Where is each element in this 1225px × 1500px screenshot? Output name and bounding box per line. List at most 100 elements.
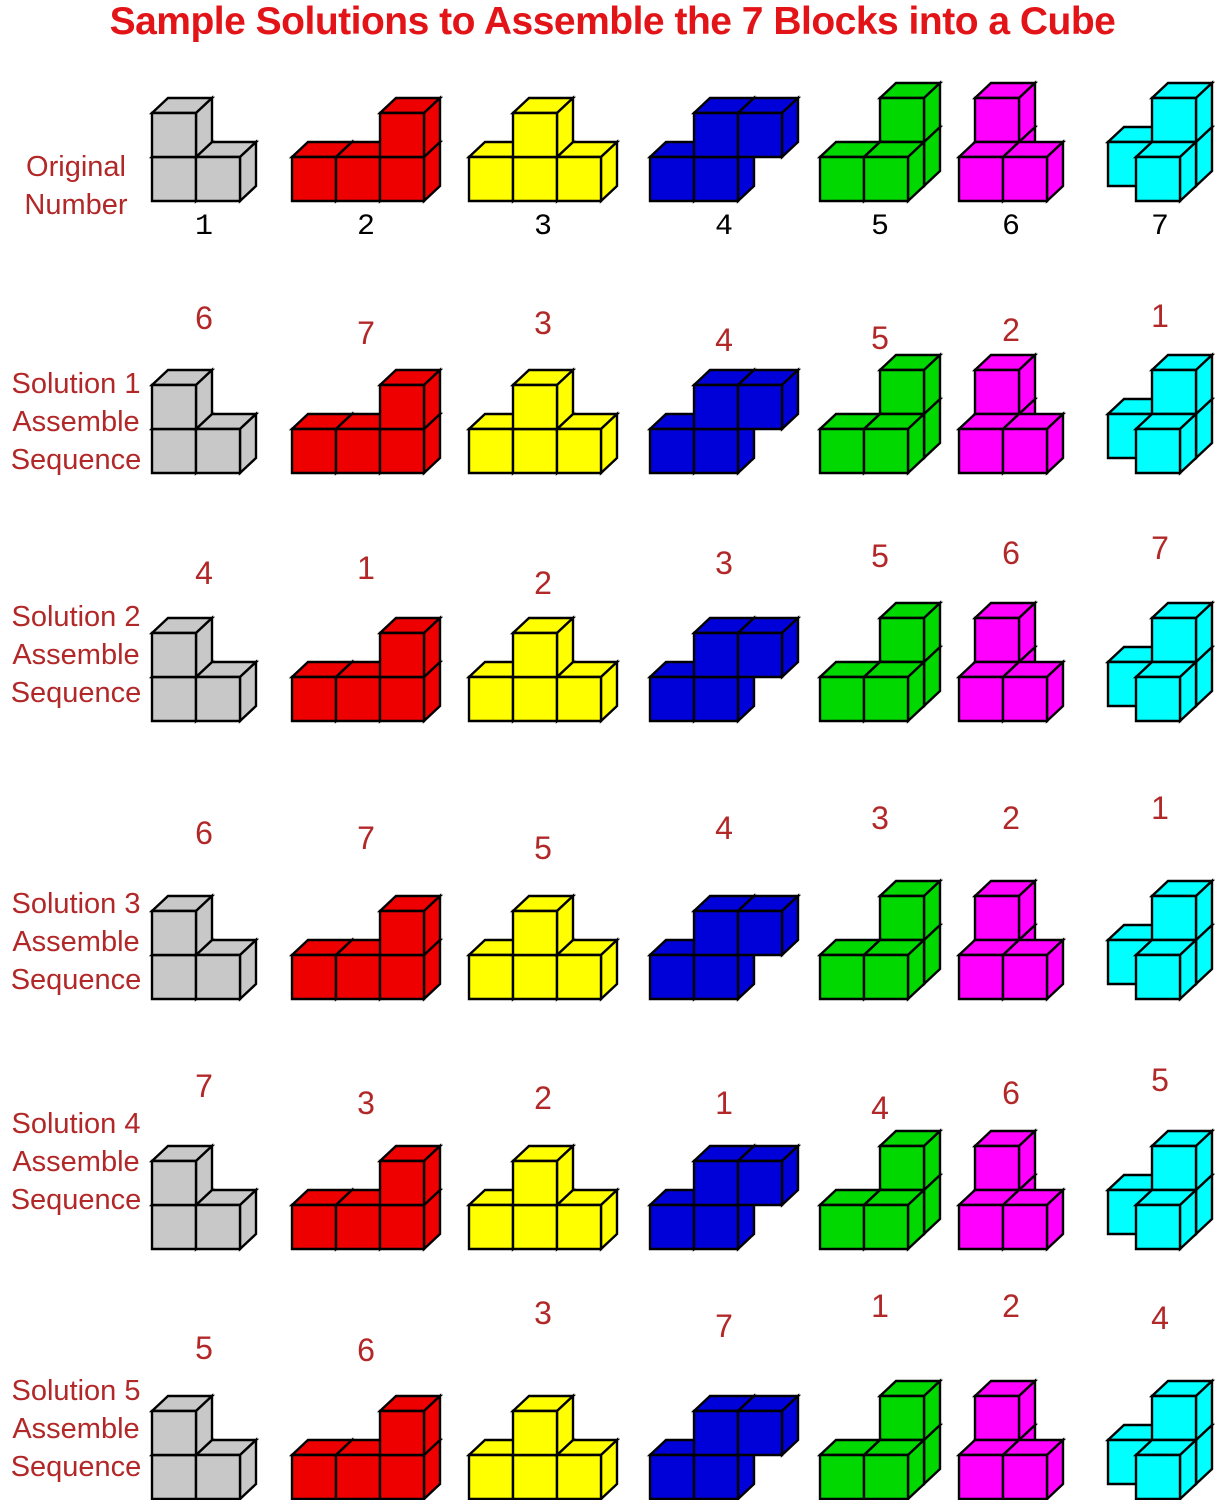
row-solution-4-sequence-number-red: 3	[357, 1085, 375, 1121]
original-block-number-red: 2	[356, 210, 375, 244]
block-yellow-icon	[466, 1143, 620, 1252]
block-gray-icon	[149, 615, 259, 724]
row-label-line: Sequence	[10, 444, 142, 476]
block-gray-icon	[149, 1393, 259, 1500]
row-original-block-slot-gray	[118, 80, 290, 204]
row-label-line: Solution 2	[11, 601, 141, 633]
block-red-icon	[289, 893, 443, 1002]
row-label-line: Assemble	[12, 639, 140, 671]
row-solution-4-sequence-number-gray: 7	[195, 1068, 213, 1104]
row-original-block-slot-blue	[638, 80, 810, 204]
row-solution-2-sequence-number-magenta: 6	[1002, 535, 1020, 571]
row-label-line: Assemble	[12, 406, 140, 438]
block-green-icon	[817, 80, 943, 204]
block-magenta-icon	[956, 80, 1066, 204]
row-original-block-slot-cyan	[1074, 80, 1225, 204]
row-solution-1-sequence-number-gray: 6	[195, 300, 213, 336]
row-solution-5-block-slot-blue	[638, 1378, 810, 1500]
row-solution-5-block-slot-cyan	[1074, 1378, 1225, 1500]
row-solution-3-sequence-number-cyan: 1	[1151, 790, 1169, 826]
block-cyan-icon	[1105, 1378, 1215, 1500]
row-solution-4-sequence-number-yellow: 2	[534, 1080, 552, 1116]
row-solution-5-sequence-number-magenta: 2	[1002, 1288, 1020, 1324]
block-yellow-icon	[466, 893, 620, 1002]
row-solution-3-block-slot-blue	[638, 878, 810, 1002]
row-solution-2-block-slot-magenta	[925, 600, 1097, 724]
row-label-line: Sequence	[10, 964, 142, 996]
row-solution-2-sequence-number-yellow: 2	[534, 565, 552, 601]
block-gray-icon	[149, 1143, 259, 1252]
row-solution-3-block-slot-magenta	[925, 878, 1097, 1002]
row-solution-1-block-slot-cyan	[1074, 352, 1225, 476]
row-solution-5-sequence-number-yellow: 3	[534, 1295, 552, 1331]
row-solution-1-sequence-number-magenta: 2	[1002, 312, 1020, 348]
row-solution-5-block-slot-magenta	[925, 1378, 1097, 1500]
row-solution-4-block-slot-yellow	[457, 1128, 629, 1252]
row-solution-1-block-slot-red	[280, 352, 452, 476]
block-blue-icon	[647, 893, 801, 1002]
block-magenta-icon	[956, 352, 1066, 476]
row-solution-3-sequence-number-blue: 4	[715, 810, 733, 846]
row-label-line: Solution 3	[11, 888, 141, 920]
row-solution-4-label: Solution 4 Assemble Sequence	[0, 1105, 152, 1219]
row-solution-4-block-slot-cyan	[1074, 1128, 1225, 1252]
block-yellow-icon	[466, 95, 620, 204]
block-blue-icon	[647, 95, 801, 204]
original-block-number-cyan: 7	[1150, 210, 1169, 244]
row-solution-1-block-slot-magenta	[925, 352, 1097, 476]
row-original-block-slot-green	[794, 80, 966, 204]
row-solution-1-label: Solution 1 Assemble Sequence	[0, 365, 152, 479]
row-solution-2-sequence-number-red: 1	[357, 550, 375, 586]
row-solution-3-block-slot-cyan	[1074, 878, 1225, 1002]
block-magenta-icon	[956, 600, 1066, 724]
row-solution-5-block-slot-green	[794, 1378, 966, 1500]
block-green-icon	[817, 1378, 943, 1500]
row-original-block-slot-yellow	[457, 80, 629, 204]
row-solution-2-sequence-number-gray: 4	[195, 555, 213, 591]
row-solution-5-block-slot-red	[280, 1378, 452, 1500]
row-solution-2-sequence-number-green: 5	[871, 538, 889, 574]
row-solution-1-block-slot-gray	[118, 352, 290, 476]
row-solution-4-sequence-number-cyan: 5	[1151, 1062, 1169, 1098]
row-label-line: Sequence	[10, 1184, 142, 1216]
row-solution-5-sequence-number-cyan: 4	[1151, 1300, 1169, 1336]
row-solution-3-sequence-number-green: 3	[871, 800, 889, 836]
row-solution-3-sequence-number-yellow: 5	[534, 830, 552, 866]
block-red-icon	[289, 95, 443, 204]
row-label-line: Number	[24, 189, 128, 221]
block-magenta-icon	[956, 878, 1066, 1002]
row-solution-3-block-slot-gray	[118, 878, 290, 1002]
block-blue-icon	[647, 615, 801, 724]
row-label-line: Solution 4	[11, 1108, 141, 1140]
row-solution-1-block-slot-yellow	[457, 352, 629, 476]
block-yellow-icon	[466, 1393, 620, 1500]
block-blue-icon	[647, 367, 801, 476]
row-solution-3-sequence-number-gray: 6	[195, 815, 213, 851]
block-gray-icon	[149, 95, 259, 204]
block-red-icon	[289, 367, 443, 476]
row-solution-1-sequence-number-red: 7	[357, 315, 375, 351]
row-solution-5-block-slot-yellow	[457, 1378, 629, 1500]
row-label-line: Solution 5	[11, 1375, 141, 1407]
row-solution-5-sequence-number-gray: 5	[195, 1330, 213, 1366]
row-solution-2-sequence-number-cyan: 7	[1151, 530, 1169, 566]
row-label-line: Original	[26, 151, 126, 183]
block-gray-icon	[149, 893, 259, 1002]
row-solution-5-sequence-number-red: 6	[357, 1332, 375, 1368]
row-label-line: Sequence	[10, 677, 142, 709]
row-original-label: Original Number	[0, 148, 152, 224]
row-solution-3-sequence-number-magenta: 2	[1002, 800, 1020, 836]
row-solution-3-label: Solution 3 Assemble Sequence	[0, 885, 152, 999]
block-red-icon	[289, 1143, 443, 1252]
row-solution-2-sequence-number-blue: 3	[715, 545, 733, 581]
row-solution-4-block-slot-gray	[118, 1128, 290, 1252]
row-solution-4-block-slot-blue	[638, 1128, 810, 1252]
original-block-number-green: 5	[870, 210, 889, 244]
row-solution-2-label: Solution 2 Assemble Sequence	[0, 598, 152, 712]
block-gray-icon	[149, 367, 259, 476]
block-red-icon	[289, 615, 443, 724]
row-solution-5-sequence-number-blue: 7	[715, 1308, 733, 1344]
row-solution-5-label: Solution 5 Assemble Sequence	[0, 1372, 152, 1486]
block-magenta-icon	[956, 1378, 1066, 1500]
row-solution-4-block-slot-red	[280, 1128, 452, 1252]
